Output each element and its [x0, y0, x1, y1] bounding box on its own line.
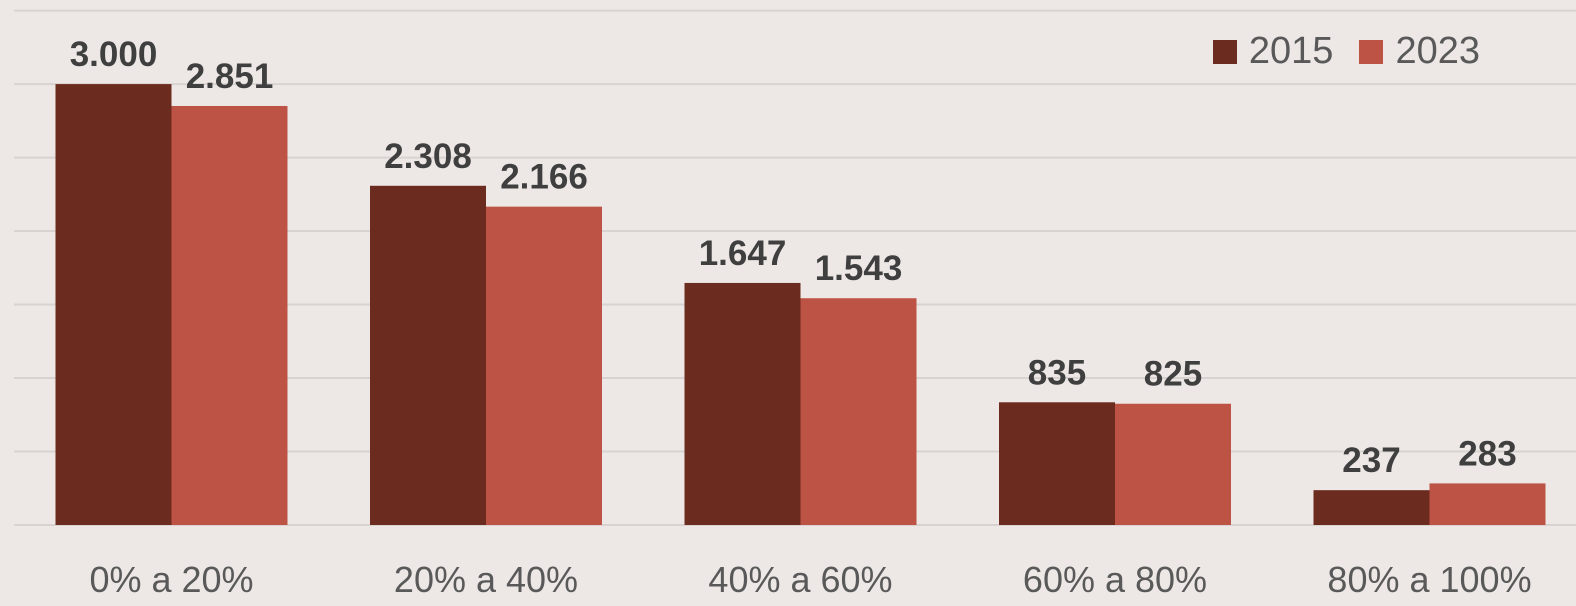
x-tick-label-4: 60% a 80% [1023, 559, 1207, 600]
data-label-2015-3: 1.647 [699, 234, 787, 273]
data-label-2015-5: 237 [1342, 441, 1400, 480]
bar-2015-5 [1313, 490, 1430, 525]
legend-swatch-2015 [1212, 39, 1237, 64]
bar-2023-1 [171, 105, 288, 526]
data-label-2023-1: 2.851 [186, 57, 274, 96]
bar-2015-4 [999, 402, 1115, 525]
bars [55, 84, 1546, 526]
bar-2023-2 [486, 206, 602, 526]
bar-2023-5 [1429, 483, 1546, 525]
x-tick-label-1: 0% a 20% [89, 559, 253, 600]
legend-swatch-2023 [1359, 39, 1384, 64]
x-tick-label-5: 80% a 100% [1327, 559, 1531, 600]
data-label-2015-2: 2.308 [384, 137, 472, 176]
legend-label-2015: 2015 [1248, 30, 1334, 72]
data-label-2023-3: 1.543 [815, 249, 903, 288]
data-label-2023-5: 283 [1458, 434, 1516, 473]
bar-2015-2 [370, 185, 486, 525]
x-tick-label-3: 40% a 60% [708, 559, 892, 600]
data-label-2015-1: 3.000 [70, 35, 158, 74]
data-label-2015-4: 835 [1028, 353, 1086, 392]
legend: 2015 2023 [1212, 30, 1480, 73]
data-label-2023-2: 2.166 [500, 158, 588, 197]
x-tick-label-2: 20% a 40% [394, 559, 578, 600]
bar-2015-3 [684, 282, 801, 525]
bar-2023-3 [800, 298, 917, 525]
legend-item-2023: 2023 [1359, 30, 1480, 73]
legend-item-2015: 2015 [1212, 30, 1334, 73]
data-labels: 3.000 2.851 2.308 2.166 1.647 1.543 835 825 237 2… [70, 35, 1517, 480]
bar-2023-4 [1115, 403, 1231, 525]
data-label-2023-4: 825 [1144, 355, 1202, 394]
bar-2015-1 [55, 84, 172, 525]
x-tick-labels: 0% a 20% 20% a 40% 40% a 60% 60% a 80% 80% a… [89, 559, 1531, 600]
legend-label-2023: 2023 [1395, 30, 1480, 72]
